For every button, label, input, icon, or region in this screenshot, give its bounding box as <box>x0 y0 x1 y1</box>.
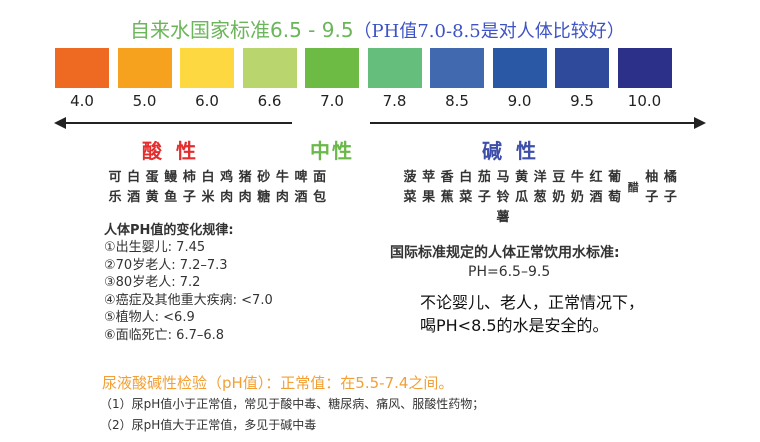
safe-line2: 喝PH<8.5的水是安全的。 <box>420 316 609 335</box>
food-item: 菠菜 <box>403 170 417 205</box>
food-item: 橘子 <box>663 170 677 205</box>
food-item: 苹果 <box>422 170 436 205</box>
food-item: 马铃薯 <box>496 170 510 225</box>
food-item: 鳗鱼 <box>164 170 178 205</box>
body-ph-item: ③80岁老人: 7.2 <box>104 275 201 290</box>
food-item: 可乐 <box>108 170 122 205</box>
acid-arrow <box>60 122 292 124</box>
food-item: 鸡肉 <box>220 170 234 205</box>
body-ph-item: ①出生婴儿: 7.45 <box>104 240 206 255</box>
ph-swatch <box>430 48 484 88</box>
ph-swatch <box>117 48 172 88</box>
ph-swatch <box>617 48 672 88</box>
acid-label: 酸性 <box>142 139 210 163</box>
food-item: 面包 <box>313 170 327 205</box>
ph-tick-label: 7.8 <box>382 92 407 110</box>
ph-swatch <box>492 48 547 88</box>
urine-heading: 尿液酸碱性检验（pH值）：正常值：在5.5-7.4之间。 <box>102 374 454 392</box>
food-item: 白酒 <box>127 170 141 205</box>
ph-tick-label: 9.0 <box>507 92 532 110</box>
food-item: 猪肉 <box>238 170 252 205</box>
body-ph-item: ②70岁老人: 7.2–7.3 <box>104 257 228 273</box>
ph-tick-label: 7.0 <box>320 92 344 110</box>
arrow-left-icon <box>54 117 66 129</box>
ph-tick-label: 5.0 <box>132 92 157 110</box>
food-item: 白米 <box>201 170 215 205</box>
body-ph-item: ⑥面临死亡: 6.7–6.8 <box>104 327 225 343</box>
ph-tick-label: 8.5 <box>445 92 469 110</box>
intl-standard-value: PH=6.5–9.5 <box>468 264 551 280</box>
arrow-right-icon <box>694 117 706 129</box>
ph-tick-label: 9.5 <box>570 92 594 110</box>
ph-swatch <box>55 48 109 88</box>
ph-swatch <box>180 48 234 88</box>
ph-swatch <box>305 48 359 88</box>
food-item: 洋葱 <box>533 170 547 205</box>
food-item: 牛肉 <box>275 170 289 205</box>
food-item: 蛋黄 <box>145 170 159 205</box>
food-item: 柿子 <box>182 170 196 205</box>
alkaline-arrow <box>370 122 696 124</box>
safe-line1: 不论婴儿、老人，正常情况下， <box>420 293 645 312</box>
food-item: 红酒 <box>589 170 603 205</box>
page-title: 自来水国家标准6.5 - 9.5（PH值7.0-8.5是对人体比较好） <box>130 14 625 43</box>
food-item: 柚子 <box>645 170 659 205</box>
ph-tick-label: 6.6 <box>257 92 282 110</box>
title-recommend: （PH值7.0-8.5是对人体比较好） <box>353 21 625 42</box>
alkaline-label: 碱性 <box>482 139 550 163</box>
body-ph-item: ⑤植物人: <6.9 <box>104 310 195 325</box>
ph-swatch <box>242 48 297 88</box>
ph-swatch <box>555 48 609 88</box>
ph-tick-label: 10.0 <box>627 92 662 110</box>
intl-standard: 国际标准规定的人体正常饮用水标准: <box>390 245 620 261</box>
food-item: 豆奶 <box>552 170 566 205</box>
food-item: 白菜 <box>459 170 473 205</box>
ph-tick-label: 4.0 <box>70 92 94 110</box>
ph-swatch <box>367 48 422 88</box>
food-item: 砂糖 <box>257 170 271 205</box>
food-item: 黄瓜 <box>515 170 529 205</box>
neutral-label: 中性 <box>310 139 354 163</box>
body-ph-heading: 人体PH值的变化规律: <box>104 223 234 238</box>
food-item: 香蕉 <box>440 170 454 205</box>
food-item: 牛奶 <box>570 170 584 205</box>
body-ph-item: ④癌症及其他重大疾病: <7.0 <box>104 292 273 308</box>
food-item: 葡萄 <box>608 170 622 205</box>
urine-item-1: （1）尿pH值小于正常值，常见于酸中毒、糖尿病、痛风、服酸性药物； <box>100 397 485 411</box>
urine-item-2: （2）尿pH值大于正常值，多见于碱中毒 <box>100 418 317 432</box>
title-standard: 自来水国家标准6.5 - 9.5 <box>130 18 354 42</box>
food-item: 茄子 <box>477 170 491 205</box>
ph-tick-label: 6.0 <box>195 92 219 110</box>
food-item: 啤酒 <box>294 170 308 205</box>
food-item: 醋 <box>627 181 639 194</box>
